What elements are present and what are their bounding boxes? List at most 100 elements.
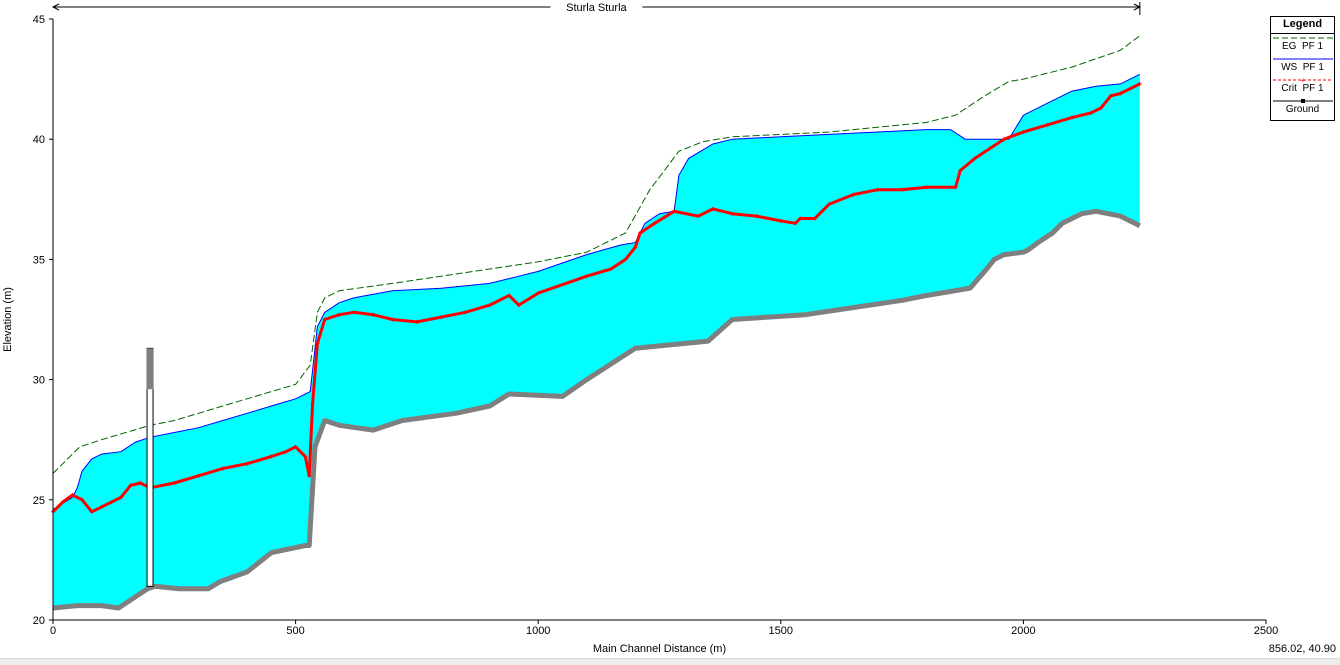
crit-point-marker: [128, 483, 133, 488]
x-tick-label: 2500: [1254, 625, 1278, 637]
crit-point-marker: [390, 317, 395, 322]
y-tick-label: 35: [33, 254, 45, 266]
axes: [49, 18, 1267, 624]
crit-point-marker: [337, 312, 342, 317]
crit-point-marker: [196, 473, 201, 478]
crit-point-marker: [754, 214, 759, 219]
crit-point-marker: [269, 454, 274, 459]
crit-point-marker: [672, 209, 677, 214]
crit-point-marker: [303, 454, 308, 459]
crit-point-marker: [958, 168, 963, 173]
crit-point-marker: [1099, 105, 1103, 110]
y-axis-title: Elevation (m): [2, 287, 14, 352]
crit-point-marker: [322, 317, 327, 322]
reach-arrow-left: [51, 3, 60, 11]
svg-text:+: +: [1301, 77, 1306, 85]
crit-point-marker: [1021, 130, 1026, 134]
x-tick-label: 0: [50, 625, 56, 637]
y-tick-label: 25: [33, 495, 45, 507]
crit-point-marker: [652, 221, 657, 226]
crit-point-marker: [1089, 110, 1094, 115]
crit-point-marker: [900, 187, 905, 192]
crit-point-marker: [118, 495, 123, 500]
crit-point-marker: [60, 500, 65, 505]
cursor-coordinate-readout: 856.02, 40.90: [1268, 643, 1336, 655]
crit-point-marker: [536, 291, 541, 296]
crit-point-marker: [463, 310, 468, 315]
crit-point-marker: [1108, 93, 1113, 98]
y-tick-label: 40: [33, 134, 45, 146]
horizontal-scrollbar[interactable]: [0, 658, 1340, 665]
legend-item-crit: + Crit PF 1: [1271, 76, 1334, 97]
crit-point-marker: [972, 156, 977, 161]
legend-item-ws: WS PF 1: [1271, 55, 1334, 76]
legend-label-ws: WS PF 1: [1281, 62, 1324, 73]
x-tick-label: 1000: [526, 625, 550, 637]
crit-point-marker: [487, 303, 492, 308]
crit-point-marker: [293, 444, 298, 449]
x-axis-title: Main Channel Distance (m): [593, 643, 726, 655]
crit-point-marker: [1118, 91, 1123, 96]
x-tick-label: 2000: [1011, 625, 1035, 637]
crit-point-marker: [99, 505, 104, 509]
crit-point-marker: [414, 319, 419, 324]
crit-point-marker: [875, 187, 880, 192]
legend-label-ground: Ground: [1285, 104, 1320, 115]
structure-top-block: [146, 348, 154, 390]
crit-point-marker: [924, 185, 929, 190]
crit-point-marker: [623, 257, 628, 262]
structure-layer: [146, 347, 154, 587]
legend-item-eg: EG PF 1: [1271, 34, 1334, 55]
crit-point-marker: [778, 218, 783, 223]
crit-point-marker: [310, 401, 315, 406]
crit-point-marker: [851, 192, 856, 197]
crit-point-marker: [953, 185, 958, 190]
legend-title: Legend: [1271, 17, 1334, 34]
crit-point-marker: [710, 206, 715, 211]
crit-point-marker: [638, 231, 643, 235]
chart-title: Sturla Sturla: [566, 2, 627, 14]
crit-point-marker: [609, 267, 613, 271]
y-tick-label: 20: [33, 615, 45, 627]
tick-labels: 0 500 1000 1500 2000 2500 20 25 30 35 40 45: [33, 14, 1278, 637]
crit-point-marker: [1069, 115, 1074, 120]
crit-point-marker: [798, 216, 803, 221]
legend-label-crit: Crit PF 1: [1281, 83, 1324, 94]
series-ground: [52, 208, 1141, 611]
crit-point-marker: [812, 216, 817, 221]
series-ws: [52, 73, 1141, 510]
crit-point-marker: [283, 449, 288, 454]
series-layer: [51, 35, 1142, 611]
crit-point-marker: [730, 211, 735, 216]
crit-point-marker: [516, 303, 521, 308]
x-tick-label: 1500: [769, 625, 793, 637]
crit-point-marker: [1045, 122, 1050, 127]
crit-point-marker: [172, 481, 177, 485]
crit-point-marker: [793, 221, 798, 226]
crit-point-marker: [371, 312, 376, 317]
legend-label-eg: EG PF 1: [1281, 41, 1324, 52]
crit-point-marker: [307, 473, 312, 478]
crit-point-marker: [80, 497, 85, 502]
y-tick-label: 45: [33, 14, 45, 26]
crit-point-marker: [584, 274, 589, 279]
crit-point-marker: [987, 146, 992, 151]
water-fill: [53, 74, 1140, 609]
crit-point-marker: [70, 493, 75, 497]
crit-point-marker: [633, 245, 638, 250]
crit-point-marker: [245, 461, 250, 466]
legend: Legend EG PF 1 WS PF 1 + Crit PF 1 Groun…: [1270, 16, 1335, 121]
crit-point-marker: [827, 202, 832, 207]
x-tick-label: 500: [286, 625, 304, 637]
crit-point-marker: [109, 500, 114, 505]
crit-point-marker: [1002, 137, 1006, 142]
crit-point-marker: [89, 509, 94, 514]
series-eg: [52, 35, 1141, 474]
crit-point-marker: [138, 481, 143, 485]
reach-title: Sturla Sturla: [51, 2, 1141, 15]
crit-point-marker: [315, 341, 320, 346]
crit-point-marker: [351, 310, 356, 315]
crit-point-marker: [507, 293, 512, 298]
crit-point-marker: [1137, 81, 1142, 86]
